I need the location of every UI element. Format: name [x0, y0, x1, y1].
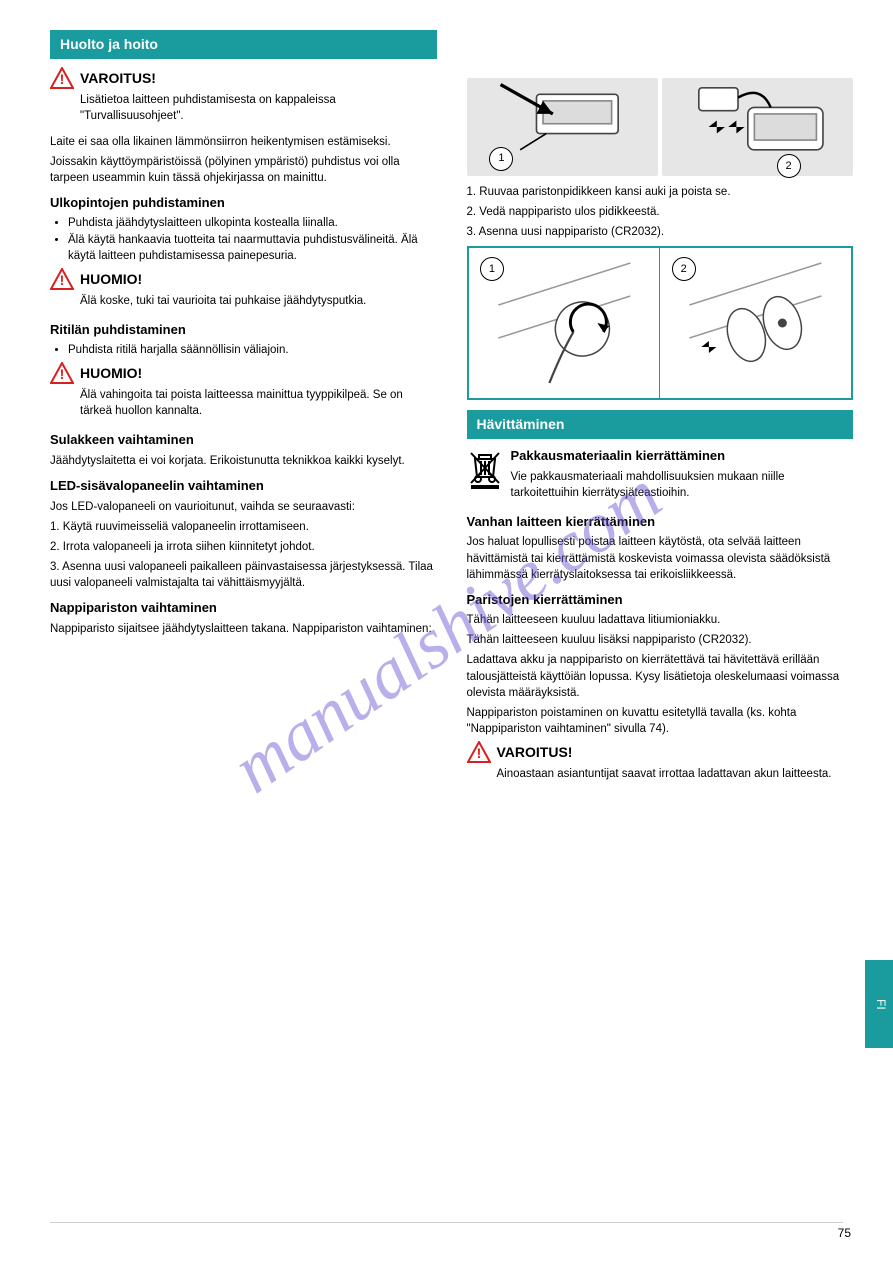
para: Nappiparisto sijaitsee jäähdytyslaitteen… — [50, 621, 437, 637]
callout-circle: 2 — [672, 257, 696, 281]
warning-icon: ! — [50, 362, 74, 384]
para: Tähän laitteeseen kuuluu ladattava litiu… — [467, 612, 854, 628]
svg-text:!: ! — [60, 71, 65, 87]
subheading-fuse: Sulakkeen vaihtaminen — [50, 431, 437, 449]
caution-label: HUOMIO! — [80, 268, 366, 289]
caution-label: HUOMIO! — [80, 362, 437, 383]
list-item: Puhdista jäähdytyslaitteen ulkopinta kos… — [68, 216, 437, 232]
para: Jos haluat lopullisesti poistaa laitteen… — [467, 534, 854, 582]
subheading-exterior-clean: Ulkopintojen puhdistaminen — [50, 194, 437, 212]
para: Joissakin käyttöympäristöissä (pölyinen … — [50, 154, 437, 186]
caution-block-1: ! HUOMIO! Älä koske, tuki tai vaurioita … — [50, 268, 437, 313]
step: 1. Ruuvaa paristonpidikkeen kansi auki j… — [467, 184, 854, 200]
weee-block: Pakkausmateriaalin kierrättäminen Vie pa… — [467, 447, 854, 505]
figure-led-panel: 1 2 — [467, 78, 854, 176]
para: Tähän laitteeseen kuuluu lisäksi nappipa… — [467, 632, 854, 648]
figure-panel-1: 1 — [467, 78, 658, 176]
warning-label: VAROITUS! — [80, 67, 437, 88]
step: 2. Vedä nappiparisto ulos pidikkeestä. — [467, 204, 854, 220]
subheading-battery-recycle: Paristojen kierrättäminen — [467, 591, 854, 609]
step: 2. Irrota valopaneeli ja irrota siihen k… — [50, 539, 437, 555]
svg-text:!: ! — [60, 366, 65, 382]
subheading-led-panel: LED-sisävalopaneelin vaihtaminen — [50, 477, 437, 495]
caution-body: Älä vahingoita tai poista laitteessa mai… — [80, 387, 437, 419]
step: 1. Käytä ruuvimeisseliä valopaneelin irr… — [50, 519, 437, 535]
figure-panel-1: 1 — [469, 248, 661, 398]
warning-block-1: ! VAROITUS! Lisätietoa laitteen puhdista… — [50, 67, 437, 128]
figure-panel-2: 2 — [662, 78, 853, 176]
para: Laite ei saa olla likainen lämmönsiirron… — [50, 134, 437, 150]
footer-divider — [50, 1222, 843, 1223]
subheading-grille-clean: Ritilän puhdistaminen — [50, 321, 437, 339]
language-tab: FI — [865, 960, 893, 1048]
callout-circle: 1 — [489, 147, 513, 171]
para: Ladattava akku ja nappiparisto on kierrä… — [467, 652, 854, 700]
list-item: Älä käytä hankaavia tuotteita tai naarmu… — [68, 233, 437, 264]
caution-block-2: ! HUOMIO! Älä vahingoita tai poista lait… — [50, 362, 437, 423]
bullet-list: Puhdista ritilä harjalla säännöllisin vä… — [50, 343, 437, 359]
svg-text:!: ! — [60, 272, 65, 288]
callout-circle: 2 — [777, 154, 801, 178]
svg-text:!: ! — [476, 745, 481, 761]
step: 3. Asenna uusi valopaneeli paikalleen pä… — [50, 559, 437, 591]
subheading-coin-battery: Nappipariston vaihtaminen — [50, 599, 437, 617]
page-number: 75 — [838, 1225, 851, 1241]
para: Nappipariston poistaminen on kuvattu esi… — [467, 705, 854, 737]
section-heading-disposal: Hävittäminen — [467, 410, 854, 439]
warning-icon: ! — [50, 67, 74, 89]
warning-block-2: ! VAROITUS! Ainoastaan asiantuntijat saa… — [467, 741, 854, 786]
bullet-list: Puhdista jäähdytyslaitteen ulkopinta kos… — [50, 216, 437, 265]
subheading-old-device: Vanhan laitteen kierrättäminen — [467, 513, 854, 531]
para: Jos LED-valopaneeli on vaurioitunut, vai… — [50, 499, 437, 515]
figure-battery-holder: 1 2 — [467, 246, 854, 400]
para: Jäähdytyslaitetta ei voi korjata. Erikoi… — [50, 453, 437, 469]
section-heading-maintenance: Huolto ja hoito — [50, 30, 437, 59]
para: Vie pakkausmateriaali mahdollisuuksien m… — [511, 469, 854, 501]
warning-icon: ! — [50, 268, 74, 290]
warning-icon: ! — [467, 741, 491, 763]
weee-icon — [467, 447, 503, 495]
figure-panel-2: 2 — [660, 248, 851, 398]
step: 3. Asenna uusi nappiparisto (CR2032). — [467, 224, 854, 240]
warning-body: Ainoastaan asiantuntijat saavat irrottaa… — [497, 766, 832, 782]
subheading-packaging: Pakkausmateriaalin kierrättäminen — [511, 447, 854, 465]
warning-body: Lisätietoa laitteen puhdistamisesta on k… — [80, 92, 437, 124]
caution-body: Älä koske, tuki tai vaurioita tai puhkai… — [80, 293, 366, 309]
warning-label: VAROITUS! — [497, 741, 832, 762]
list-item: Puhdista ritilä harjalla säännöllisin vä… — [68, 343, 437, 359]
